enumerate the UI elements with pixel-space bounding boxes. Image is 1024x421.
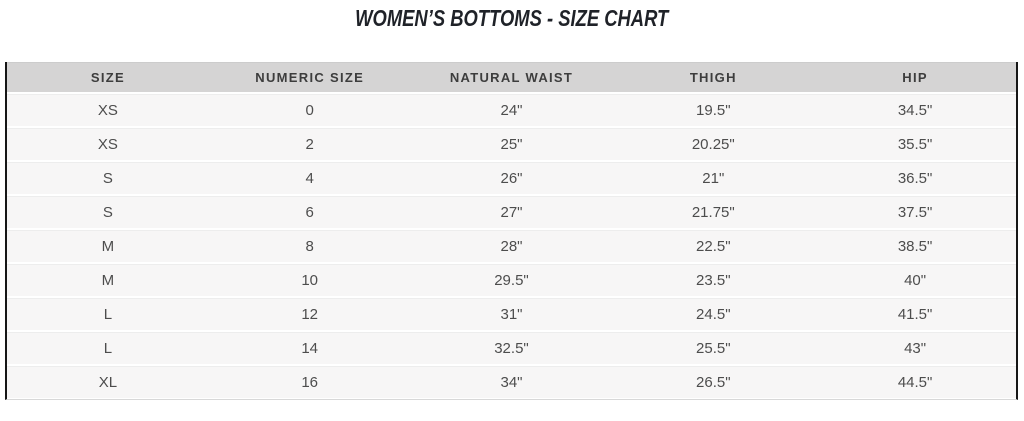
cell-natural-waist: 28" [410,230,613,264]
cell-thigh: 23.5" [612,264,815,298]
cell-hip: 37.5" [814,196,1016,230]
cell-size: L [7,298,209,332]
page-title: WOMEN’S BOTTOMS - SIZE CHART [355,5,669,31]
table-row: L 14 32.5" 25.5" 43" [7,332,1016,366]
cell-size: M [7,264,209,298]
header-row: SIZE NUMERIC SIZE NATURAL WAIST THIGH HI… [7,62,1016,94]
cell-hip: 35.5" [814,128,1016,162]
cell-natural-waist: 26" [410,162,613,196]
cell-hip: 40" [814,264,1016,298]
cell-thigh: 20.25" [612,128,815,162]
cell-numeric-size: 10 [208,264,411,298]
cell-natural-waist: 27" [410,196,613,230]
cell-numeric-size: 4 [208,162,411,196]
cell-natural-waist: 32.5" [410,332,613,366]
cell-thigh: 19.5" [612,94,815,128]
cell-hip: 41.5" [814,298,1016,332]
cell-natural-waist: 24" [410,94,613,128]
cell-numeric-size: 6 [208,196,411,230]
column-header-size: SIZE [7,62,209,94]
size-chart-table: SIZE NUMERIC SIZE NATURAL WAIST THIGH HI… [7,62,1016,399]
cell-numeric-size: 16 [208,366,411,399]
cell-numeric-size: 0 [208,94,411,128]
cell-thigh: 25.5" [612,332,815,366]
cell-hip: 44.5" [814,366,1016,399]
size-chart-container: SIZE NUMERIC SIZE NATURAL WAIST THIGH HI… [5,62,1018,400]
cell-natural-waist: 25" [410,128,613,162]
table-row: M 10 29.5" 23.5" 40" [7,264,1016,298]
table-row: S 4 26" 21" 36.5" [7,162,1016,196]
cell-size: XL [7,366,209,399]
column-header-numeric-size: NUMERIC SIZE [208,62,411,94]
cell-thigh: 24.5" [612,298,815,332]
cell-natural-waist: 31" [410,298,613,332]
column-header-natural-waist: NATURAL WAIST [410,62,613,94]
cell-natural-waist: 34" [410,366,613,399]
table-row: M 8 28" 22.5" 38.5" [7,230,1016,264]
cell-numeric-size: 2 [208,128,411,162]
table-row: XS 2 25" 20.25" 35.5" [7,128,1016,162]
cell-hip: 34.5" [814,94,1016,128]
table-row: XS 0 24" 19.5" 34.5" [7,94,1016,128]
table-row: XL 16 34" 26.5" 44.5" [7,366,1016,399]
column-header-thigh: THIGH [612,62,815,94]
cell-thigh: 21" [612,162,815,196]
cell-thigh: 22.5" [612,230,815,264]
cell-size: XS [7,128,209,162]
cell-natural-waist: 29.5" [410,264,613,298]
cell-size: S [7,162,209,196]
cell-thigh: 26.5" [612,366,815,399]
cell-size: M [7,230,209,264]
title-bar: WOMEN’S BOTTOMS - SIZE CHART [0,0,1024,34]
table-header: SIZE NUMERIC SIZE NATURAL WAIST THIGH HI… [7,62,1016,94]
cell-hip: 38.5" [814,230,1016,264]
table-body: XS 0 24" 19.5" 34.5" XS 2 25" 20.25" 35.… [7,94,1016,399]
cell-hip: 36.5" [814,162,1016,196]
table-row: S 6 27" 21.75" 37.5" [7,196,1016,230]
cell-size: XS [7,94,209,128]
cell-hip: 43" [814,332,1016,366]
table-row: L 12 31" 24.5" 41.5" [7,298,1016,332]
cell-size: S [7,196,209,230]
cell-numeric-size: 12 [208,298,411,332]
cell-thigh: 21.75" [612,196,815,230]
column-header-hip: HIP [814,62,1016,94]
cell-numeric-size: 14 [208,332,411,366]
cell-numeric-size: 8 [208,230,411,264]
cell-size: L [7,332,209,366]
